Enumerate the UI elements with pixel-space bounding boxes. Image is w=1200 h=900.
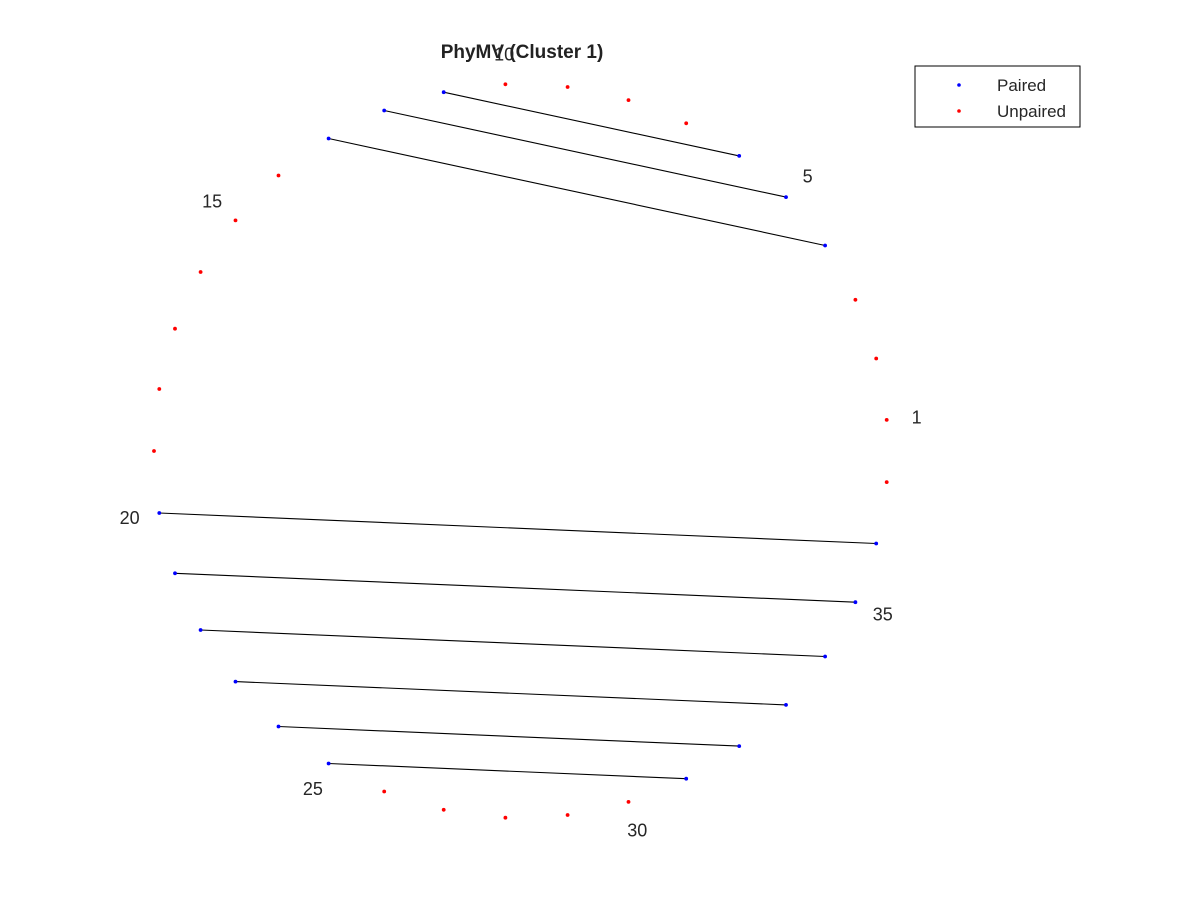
pair-link-25-31	[328, 762, 687, 780]
chart-title: PhyMV (Cluster 1)	[441, 42, 604, 63]
node-17	[173, 326, 177, 331]
node-20	[157, 511, 162, 515]
node-7	[684, 121, 689, 126]
node-22	[198, 628, 203, 632]
node-12	[382, 108, 387, 113]
legend-marker-unpaired	[957, 109, 961, 113]
node-label-35: 35	[873, 605, 893, 625]
legend-label-paired: Paired	[997, 76, 1046, 95]
node-18	[157, 387, 162, 391]
pair-link-22-34	[200, 629, 826, 658]
pair-link-4-13	[328, 137, 826, 247]
node-5	[784, 195, 788, 200]
pair-link-6-11	[443, 91, 740, 157]
pair-link-20-36	[159, 512, 877, 545]
node-2	[874, 356, 879, 361]
node-30	[626, 800, 631, 804]
pair-link-5-12	[384, 109, 787, 198]
node-15	[233, 218, 238, 223]
node-label-5: 5	[803, 166, 813, 186]
node-6	[737, 154, 742, 158]
node-36	[874, 541, 879, 546]
node-35	[853, 600, 858, 605]
node-29	[565, 813, 570, 817]
node-label-20: 20	[120, 508, 140, 528]
node-33	[784, 703, 788, 707]
node-37	[884, 480, 889, 484]
legend: Paired Unpaired	[914, 65, 1081, 128]
legend-label-unpaired: Unpaired	[997, 102, 1066, 121]
node-10	[503, 82, 508, 87]
node-27	[441, 807, 446, 812]
node-3	[853, 297, 858, 302]
node-24	[276, 724, 281, 729]
node-label-30: 30	[627, 821, 647, 841]
node-32	[737, 744, 742, 748]
nodes	[152, 82, 889, 820]
node-14	[276, 173, 281, 178]
node-8	[626, 98, 631, 102]
node-23	[233, 679, 238, 684]
pair-link-21-35	[174, 572, 856, 603]
node-28	[503, 815, 508, 820]
node-16	[198, 270, 203, 274]
node-label-25: 25	[303, 779, 323, 799]
node-34	[823, 654, 827, 659]
pair-link-24-32	[278, 725, 740, 747]
node-26	[382, 789, 387, 794]
pair-link-23-33	[235, 681, 787, 706]
node-19	[152, 449, 156, 453]
node-label-1: 1	[912, 407, 922, 427]
node-1	[884, 418, 889, 422]
node-31	[684, 776, 689, 781]
node-4	[823, 243, 827, 248]
node-25	[326, 761, 331, 766]
node-21	[173, 571, 177, 576]
node-13	[326, 136, 331, 141]
legend-marker-paired	[957, 83, 961, 87]
node-11	[441, 90, 446, 95]
node-9	[565, 85, 570, 89]
node-label-10: 10	[494, 44, 514, 64]
pair-links	[159, 91, 877, 780]
node-label-15: 15	[202, 192, 222, 212]
legend-box	[914, 65, 1081, 128]
